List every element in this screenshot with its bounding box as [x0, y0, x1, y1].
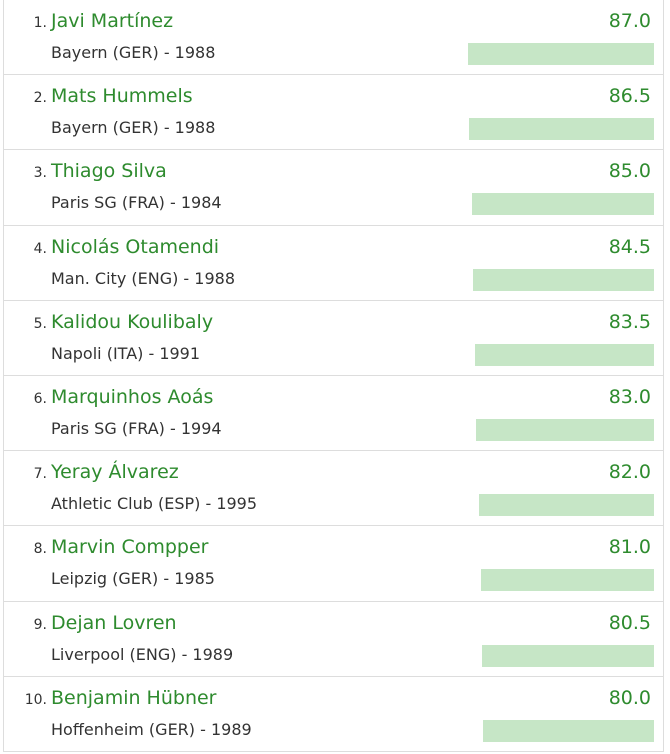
player-name: Mats Hummels [51, 85, 193, 108]
rank: 3. [33, 165, 47, 182]
club-info: Paris SG (FRA) - 1984 [51, 193, 222, 213]
score-bar [475, 343, 654, 366]
score-bar [468, 118, 654, 141]
player-row: 8. Marvin Compper Leipzig (GER) - 1985 81.0 [4, 526, 663, 602]
score-bar [473, 268, 654, 291]
score-bar [476, 418, 654, 441]
score-bar [482, 719, 654, 742]
player-row: 2. Mats Hummels Bayern (GER) - 1988 86.5 [4, 75, 663, 151]
player-name: Dejan Lovren [51, 611, 177, 634]
player-row: 4. Nicolás Otamendi Man. City (ENG) - 1988… [4, 226, 663, 301]
rank: 10. [24, 691, 47, 708]
score: 80.5 [608, 611, 651, 634]
score: 81.0 [608, 536, 651, 559]
score-bar [480, 569, 654, 592]
player-name: Nicolás Otamendi [51, 235, 220, 258]
player-row: 1. Javi Martínez Bayern (GER) - 1988 87.0 [4, 0, 663, 76]
ranking-list: 1. Javi Martínez Bayern (GER) - 1988 87.0 2.… [3, 0, 664, 752]
club-info: Leipzig (GER) - 1985 [51, 569, 215, 589]
rank: 5. [33, 315, 47, 332]
rank: 2. [33, 90, 47, 107]
club-info: Bayern (GER) - 1988 [51, 118, 216, 138]
player-name: Yeray Álvarez [51, 461, 179, 484]
score-bar [467, 43, 654, 65]
score: 87.0 [608, 10, 651, 32]
club-info: Liverpool (ENG) - 1989 [51, 644, 234, 664]
player-name: Javi Martínez [51, 10, 174, 32]
rank: 9. [33, 616, 47, 633]
player-row: 10. Benjamin Hübner Hoffenheim (GER) - 198… [4, 677, 663, 752]
score: 86.5 [608, 85, 651, 108]
club-info: Napoli (ITA) - 1991 [51, 343, 201, 363]
player-row: 7. Yeray Álvarez Athletic Club (ESP) - 199… [4, 451, 663, 527]
score: 82.0 [608, 461, 651, 484]
player-name: Benjamin Hübner [51, 686, 217, 709]
player-name: Marvin Compper [51, 536, 209, 559]
rank: 8. [33, 541, 47, 558]
rank: 4. [33, 240, 47, 257]
rank: 1. [33, 15, 47, 31]
score-bar [481, 644, 654, 667]
player-row: 3. Thiago Silva Paris SG (FRA) - 1984 85.0 [4, 150, 663, 226]
player-row: 5. Kalidou Koulibaly Napoli (ITA) - 1991 83… [4, 301, 663, 376]
player-name: Kalidou Koulibaly [51, 310, 214, 333]
club-info: Bayern (GER) - 1988 [51, 43, 216, 62]
club-info: Paris SG (FRA) - 1994 [51, 418, 222, 438]
rank: 7. [33, 466, 47, 483]
score: 85.0 [608, 160, 651, 183]
score: 83.5 [608, 310, 651, 333]
score: 80.0 [608, 686, 651, 709]
score-bar [478, 494, 654, 517]
club-info: Athletic Club (ESP) - 1995 [51, 494, 258, 514]
club-info: Man. City (ENG) - 1988 [51, 268, 235, 288]
player-name: Marquinhos Aoás [51, 385, 214, 408]
rank: 6. [33, 390, 47, 407]
player-name: Thiago Silva [51, 160, 167, 183]
player-row: 6. Marquinhos Aoás Paris SG (FRA) - 1994 83… [4, 376, 663, 452]
score-bar [472, 193, 654, 216]
score: 84.5 [608, 235, 651, 258]
player-row: 9. Dejan Lovren Liverpool (ENG) - 1989 80.5 [4, 602, 663, 677]
score: 83.0 [608, 385, 651, 408]
club-info: Hoffenheim (GER) - 1989 [51, 719, 252, 739]
